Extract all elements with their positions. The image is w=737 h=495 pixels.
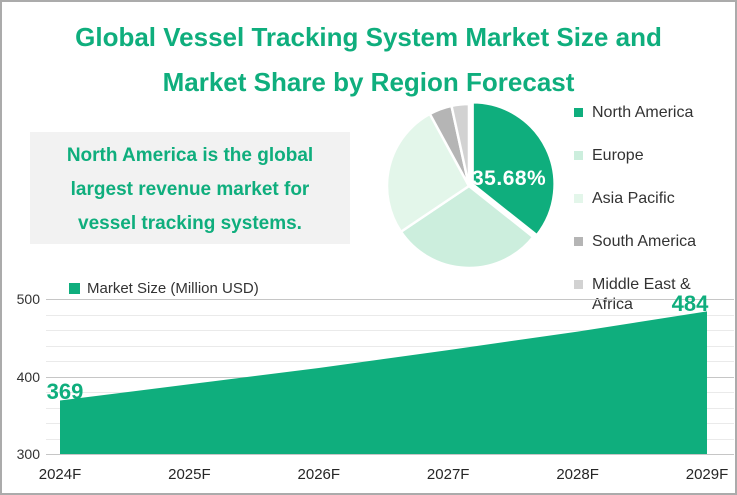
- legend-item-south-america: South America: [574, 232, 726, 252]
- y-axis-label-400: 400: [16, 368, 40, 385]
- x-axis-label-2026f: 2026F: [297, 466, 341, 483]
- legend-label: Asia Pacific: [592, 190, 675, 207]
- page-title-line-2: Market Share by Region Forecast: [162, 67, 575, 97]
- minor-gridline-320: [46, 438, 734, 440]
- minor-gridline-420: [46, 361, 734, 362]
- minor-gridline-360: [46, 407, 734, 409]
- legend-swatch-asia-pacific: [574, 194, 583, 203]
- x-axis-label-2028f: 2028F: [556, 466, 599, 483]
- pie-slice-north-america: [471, 101, 556, 237]
- insight-box: North America is the global largest reve…: [30, 132, 350, 244]
- major-gridline-300: [46, 454, 734, 455]
- area-legend-label: Market Size (Million USD): [87, 280, 259, 297]
- area-legend-swatch: [69, 283, 80, 294]
- first-value-label: 369: [46, 379, 84, 404]
- last-value-label: 484: [671, 291, 709, 316]
- major-gridline-400: [46, 376, 734, 378]
- y-axis-label-500: 500: [16, 291, 40, 307]
- insight-line-3: vessel tracking systems.: [78, 213, 302, 234]
- minor-gridline-480: [46, 314, 734, 316]
- minor-gridline-440: [46, 345, 734, 347]
- legend-label: South America: [592, 233, 697, 250]
- legend-label: Europe: [592, 147, 644, 164]
- insight-line-2: largest revenue market for: [70, 179, 310, 200]
- page-title: Global Vessel Tracking System Market Siz…: [2, 15, 735, 105]
- minor-gridline-340: [46, 423, 734, 424]
- legend-swatch-north-america: [574, 108, 583, 117]
- legend-item-north-america: North America: [574, 103, 726, 123]
- pie-slice-asia-pacific: [385, 112, 471, 233]
- legend-label: North America: [592, 104, 694, 121]
- pie-slice-middle-east-africa: [450, 102, 471, 188]
- legend-label: Middle East & Africa: [592, 276, 691, 313]
- pie-share-label: 35.68%: [472, 167, 547, 190]
- page-title-line-1: Global Vessel Tracking System Market Siz…: [75, 22, 662, 52]
- pie-slice-europe: [399, 184, 535, 270]
- legend-item-middle-east-africa: Middle East & Africa: [574, 275, 726, 315]
- x-axis-label-2029f: 2029F: [685, 466, 729, 483]
- legend-item-europe: Europe: [574, 146, 726, 166]
- x-axis-label-2027f: 2027F: [426, 466, 470, 483]
- pie-legend: North America Europe Asia Pacific South Ame…: [574, 103, 726, 338]
- legend-item-asia-pacific: Asia Pacific: [574, 189, 726, 209]
- minor-gridline-460: [46, 330, 734, 331]
- x-axis-label-2025f: 2025F: [168, 466, 211, 483]
- minor-gridline-380: [46, 392, 734, 393]
- legend-swatch-middle-east-africa: [574, 280, 583, 289]
- legend-swatch-europe: [574, 151, 583, 160]
- insight-line-1: North America is the global: [66, 145, 314, 166]
- x-axis-label-2024f: 2024F: [38, 466, 82, 483]
- major-gridline-500: [46, 299, 734, 300]
- y-axis-label-300: 300: [16, 446, 40, 462]
- legend-swatch-south-america: [574, 237, 583, 246]
- pie-chart: [385, 101, 556, 270]
